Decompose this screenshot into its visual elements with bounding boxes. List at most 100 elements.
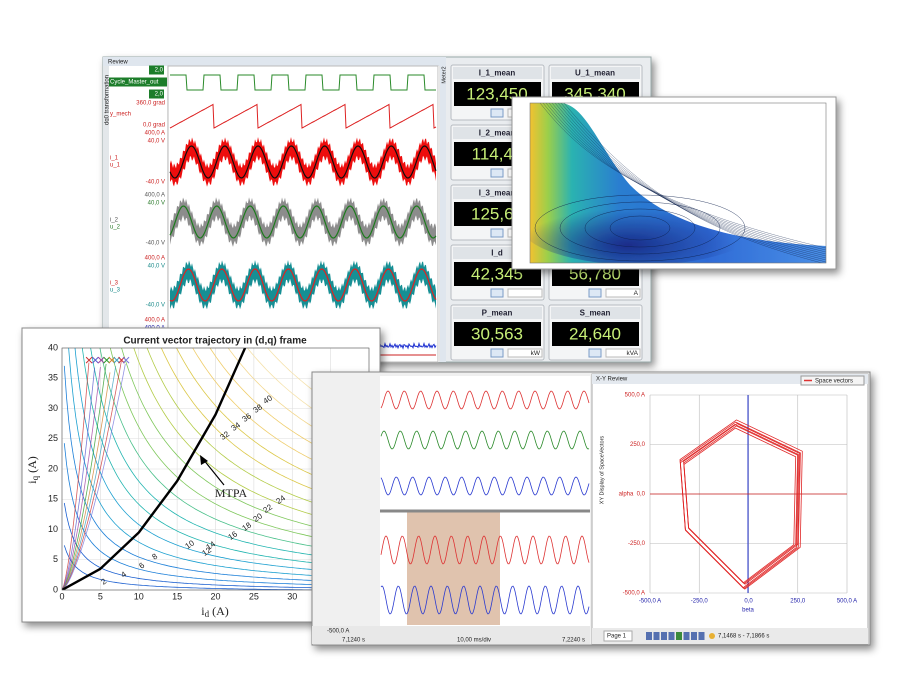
channel-label: 400,0 A	[145, 131, 165, 137]
trajectory-path	[62, 360, 122, 590]
selection-region	[407, 512, 500, 625]
y-tick-label: 25	[48, 433, 58, 443]
contour-window	[511, 96, 837, 270]
channel-label: u_2	[110, 225, 121, 231]
contour-ring	[609, 215, 671, 241]
contour-axes	[529, 102, 827, 264]
current-band	[170, 137, 436, 187]
time-wave	[380, 476, 590, 496]
unit-field	[605, 348, 641, 358]
xy-title: X-Y Review	[596, 377, 628, 383]
page-field[interactable]	[603, 630, 633, 642]
trajectory-path	[62, 363, 126, 590]
toolbar-button[interactable]	[698, 632, 705, 640]
meter-value: 24,640	[569, 324, 621, 343]
legend-box[interactable]	[800, 375, 865, 386]
trajectory-marker	[97, 356, 105, 364]
meter-value: 30,563	[471, 324, 523, 343]
y-axis-name: alpha	[619, 492, 634, 498]
trajectory-path	[62, 362, 90, 590]
meter-label: I_1_mean	[479, 69, 516, 78]
meter-label: U_1_mean	[575, 69, 615, 78]
voltage-wave	[169, 145, 437, 179]
axis-subscript: q	[30, 475, 40, 480]
contour-ring	[559, 201, 721, 255]
meter-label-bar	[551, 67, 640, 79]
channel-label: Cycle_Master_out	[110, 80, 159, 86]
contour-line	[551, 103, 826, 257]
meter-value: 114,46	[472, 144, 523, 163]
time-end: 7,2240 s	[562, 638, 585, 644]
voltage-wave	[169, 268, 437, 302]
chart-title: Current vector trajectory in (d,q) frame	[123, 336, 307, 347]
axis-symbol: i	[201, 604, 205, 618]
meter-button[interactable]	[588, 288, 602, 298]
tab-title: Review	[108, 60, 128, 66]
label-badge	[149, 65, 164, 75]
space-vector-trace	[679, 419, 803, 590]
trajectory-path	[62, 367, 101, 590]
x-tick-label: 0,0	[744, 599, 753, 605]
toolbar-button[interactable]	[668, 632, 675, 640]
channel-label: 400,0 A	[145, 256, 165, 262]
contour-ring	[584, 208, 696, 248]
meter-label: I_2_mean	[479, 129, 516, 138]
meter-button[interactable]	[490, 348, 504, 358]
toolbar-button[interactable]	[661, 632, 667, 640]
contour-label: 6	[137, 560, 146, 570]
meter-button[interactable]	[588, 348, 602, 358]
channel-label: -40,0 V	[146, 180, 165, 186]
channel-label: u_1	[110, 163, 121, 169]
meter-button[interactable]	[490, 108, 504, 118]
meter-title: Meter2	[441, 66, 447, 83]
axis-unit: (A)	[25, 456, 39, 473]
meter-value: 42,345	[471, 264, 523, 283]
x-tick-label: 10	[134, 591, 144, 601]
y-tick-label: -500,0 A	[623, 591, 645, 597]
time-bar	[312, 626, 590, 644]
trajectory-path	[62, 367, 95, 590]
y-tick-label: 500,0 A	[625, 393, 645, 399]
channel-label: 360,0 grad	[136, 101, 165, 107]
toolbar-button[interactable]	[691, 632, 697, 640]
y-tick-label: 250,0	[630, 442, 646, 448]
meter-button[interactable]	[490, 228, 504, 238]
contour-line	[548, 103, 826, 255]
x-tick-label: 25	[249, 591, 259, 601]
torque-curve	[63, 545, 369, 590]
x-tick-label: 20	[210, 591, 220, 601]
x-tick-label: 500,0 A	[837, 599, 857, 605]
x-tick-label: -500,0 A	[639, 599, 661, 605]
x-tick-label: 30	[287, 591, 297, 601]
time-wave	[380, 585, 590, 615]
xy-panel	[591, 373, 869, 645]
contour-blank	[560, 103, 826, 246]
toolbar-button[interactable]	[683, 632, 690, 640]
meter-button[interactable]	[490, 168, 504, 178]
arrow-head	[200, 455, 208, 465]
contour-line	[539, 103, 826, 249]
xy-window: -500,0 A 7,1240 s 10,00 ms/div 7,2240 s X-Y …	[311, 371, 871, 646]
trajectory-marker	[85, 356, 93, 364]
channel-label: 40,0 V	[148, 139, 165, 145]
toolbar-button[interactable]	[653, 632, 660, 640]
toolbar-button[interactable]	[676, 632, 682, 640]
channel-label: y_mech	[110, 112, 131, 118]
mtpa-curve	[62, 348, 247, 590]
contour-line	[542, 103, 826, 251]
page-label: Page 1	[607, 634, 627, 640]
contour-label: 2	[99, 576, 108, 586]
axis-label: iq (A)	[25, 456, 40, 484]
meter-label: I_d	[491, 249, 503, 258]
meter-label: S_mean	[580, 309, 611, 318]
meter-label: I_3_mean	[479, 189, 516, 198]
channel-label: 0,0 grad	[143, 123, 165, 129]
current-band	[170, 260, 436, 310]
annotation: MTPA	[215, 486, 248, 500]
unit-field	[507, 288, 543, 298]
toolbar-button[interactable]	[646, 632, 652, 640]
meter-button[interactable]	[490, 288, 504, 298]
